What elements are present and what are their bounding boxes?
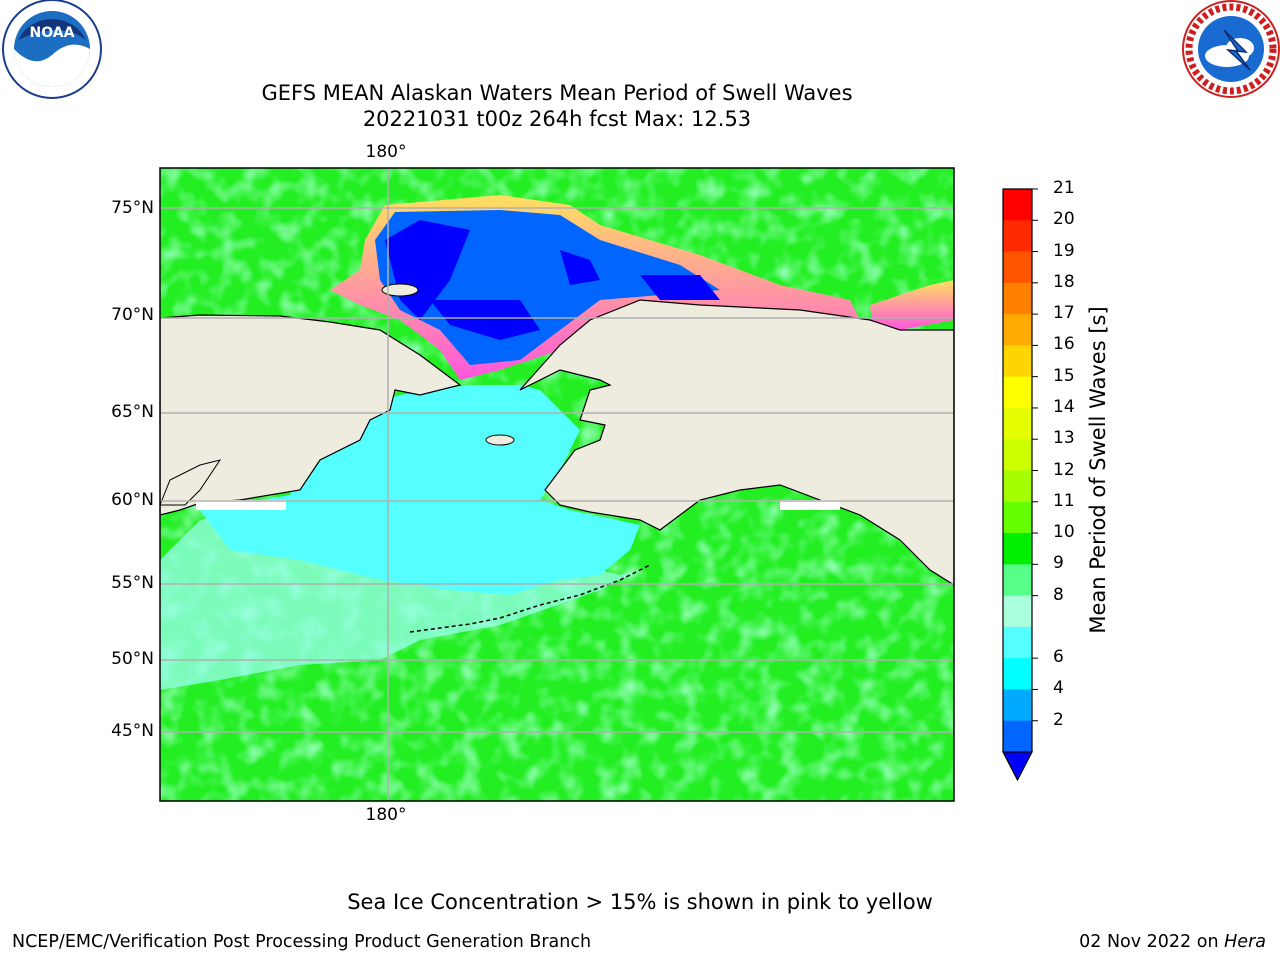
title-line-1: GEFS MEAN Alaskan Waters Mean Period of … (261, 81, 853, 105)
colorbar-swatch (1003, 658, 1032, 690)
colorbar-tick-label: 17 (1053, 303, 1075, 324)
colorbar-label: Mean Period of Swell Waves [s] (1086, 306, 1110, 634)
colorbar-tick-label: 6 (1053, 647, 1064, 668)
lon-label-bottom: 180° (365, 805, 407, 825)
colorbar-swatch (1003, 376, 1032, 409)
colorbar-tick-label: 21 (1053, 178, 1075, 198)
colorbar (1002, 188, 1038, 782)
colorbar-tick-label: 14 (1053, 396, 1075, 417)
footer-credit: NCEP/EMC/Verification Post Processing Pr… (12, 932, 592, 952)
map-panel (160, 168, 954, 801)
colorbar-tick-label: 2 (1053, 709, 1064, 730)
colorbar-tick-label: 16 (1053, 334, 1075, 355)
noaa-logo: NOAA (2, 0, 102, 99)
lat-label-50: 50°N (111, 649, 154, 669)
title-line-2: 20221031 t00z 264h fcst Max: 12.53 (362, 107, 752, 131)
chart-title: GEFS MEAN Alaskan Waters Mean Period of … (0, 80, 1114, 132)
colorbar-swatch (1003, 189, 1032, 221)
colorbar-tick-label: 9 (1053, 553, 1064, 574)
colorbar-swatch (1003, 689, 1032, 722)
colorbar-swatch (1003, 470, 1032, 503)
footer-date-text: 02 Nov 2022 on (1079, 932, 1219, 952)
lat-label-45: 45°N (111, 721, 154, 741)
colorbar-swatch (1003, 314, 1032, 346)
lat-label-70: 70°N (111, 305, 154, 325)
footer-date: 02 Nov 2022 on Hera (1079, 932, 1266, 952)
noaa-logo-text: NOAA (30, 25, 75, 41)
colorbar-swatch (1003, 501, 1032, 534)
colorbar-swatch (1003, 251, 1032, 284)
nws-logo (1182, 0, 1280, 98)
colorbar-tick-label: 10 (1053, 522, 1075, 543)
alaska-land (519, 299, 954, 586)
colorbar-tick-label: 11 (1053, 490, 1075, 511)
footer-host: Hera (1224, 932, 1266, 952)
colorbar-swatch (1003, 533, 1032, 565)
colorbar-swatch (1003, 626, 1032, 659)
colorbar-tick-label: 4 (1053, 678, 1064, 699)
colorbar-tick-label: 18 (1053, 271, 1075, 292)
colorbar-tick-label: 12 (1053, 459, 1075, 480)
colorbar-swatch (1003, 595, 1032, 628)
lat-label-55: 55°N (111, 573, 154, 593)
lat-label-65: 65°N (111, 402, 154, 422)
bering-sea-region (200, 385, 640, 595)
aleutian-islands (409, 617, 501, 633)
map-frame (159, 167, 955, 802)
colorbar-swatch (1003, 564, 1032, 597)
colorbar-swatch (1003, 407, 1032, 440)
lon-label-top: 180° (365, 142, 407, 162)
wrangel-island (381, 283, 419, 297)
colorbar-tick-label: 19 (1053, 240, 1075, 261)
colorbar-swatch (1003, 220, 1032, 253)
colorbar-tick-label: 13 (1053, 428, 1075, 449)
colorbar-extend-arrow (1002, 751, 1033, 782)
lat-label-60: 60°N (111, 490, 154, 510)
graticule (160, 168, 954, 801)
colorbar-swatch (1003, 345, 1032, 378)
lat-label-75: 75°N (111, 198, 154, 218)
colorbar-swatch (1003, 439, 1032, 471)
sea-ice-note: Sea Ice Concentration > 15% is shown in … (347, 890, 933, 914)
colorbar-swatch (1003, 720, 1032, 753)
colorbar-tick-label: 15 (1053, 365, 1075, 386)
st-lawrence-island (485, 434, 515, 446)
colorbar-swatch (1003, 282, 1032, 315)
colorbar-tick-label: 20 (1053, 209, 1075, 230)
colorbar-tick-label: 8 (1053, 584, 1064, 605)
